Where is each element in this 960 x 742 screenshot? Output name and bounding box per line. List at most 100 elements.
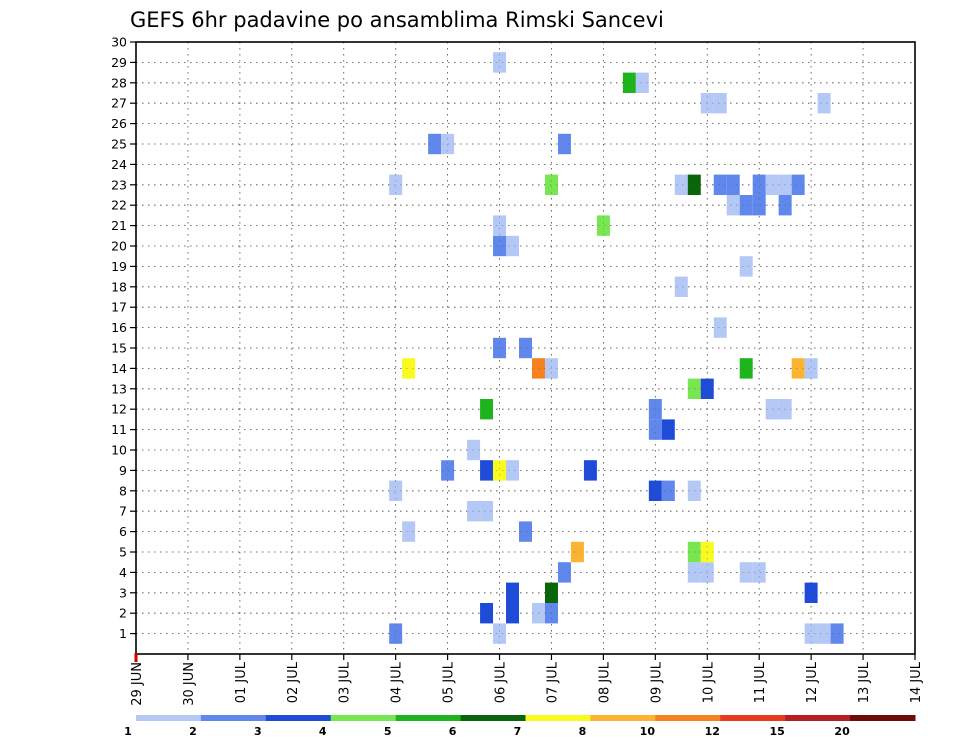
y-tick-label: 27 — [111, 96, 127, 111]
precip-cell — [402, 521, 416, 542]
precip-cell — [687, 541, 701, 563]
precip-cell — [739, 195, 753, 216]
precip-cell — [687, 562, 701, 583]
colorbar-label: 12 — [705, 725, 720, 738]
precip-cell — [480, 460, 494, 481]
x-tick-label: 06 JUL — [494, 661, 509, 703]
y-tick-label: 30 — [111, 35, 127, 50]
y-tick-label: 6 — [119, 524, 127, 539]
precip-cell — [480, 603, 494, 624]
colorbar-segment — [136, 715, 202, 721]
x-tick-label: 01 JUL — [234, 661, 249, 703]
precip-cell — [700, 378, 714, 399]
precip-cell — [648, 399, 662, 420]
colorbar-label: 15 — [770, 725, 785, 738]
y-tick-label: 5 — [119, 545, 127, 560]
y-tick-label: 14 — [111, 361, 127, 376]
precip-cell — [661, 419, 675, 440]
y-tick-label: 20 — [111, 239, 127, 254]
precip-cell — [752, 174, 766, 195]
colorbar-label: 7 — [514, 725, 522, 738]
precip-cell — [687, 378, 701, 399]
colorbar-segment — [850, 715, 916, 721]
precip-cell — [544, 174, 558, 195]
colorbar-label: 8 — [579, 725, 587, 738]
y-tick-label: 21 — [111, 218, 127, 233]
precip-cell — [402, 358, 416, 379]
colorbar-label: 10 — [640, 725, 656, 738]
precip-cell — [739, 562, 753, 583]
precip-cell — [817, 623, 831, 644]
precip-cell — [778, 174, 792, 195]
x-tick-label: 08 JUL — [597, 661, 612, 703]
precip-cell — [544, 358, 558, 379]
y-tick-label: 29 — [111, 55, 127, 70]
colorbar-segment — [265, 715, 332, 721]
y-tick-label: 23 — [111, 177, 127, 192]
precip-cell — [531, 358, 545, 379]
colorbar-segment — [395, 715, 462, 721]
precip-cell — [726, 174, 740, 195]
precip-cell — [480, 501, 494, 522]
precip-cell — [817, 93, 831, 114]
x-tick-label: 03 JUL — [338, 661, 353, 703]
y-tick-label: 16 — [111, 320, 127, 335]
precip-cell — [428, 133, 442, 155]
colorbar-label: 4 — [319, 725, 327, 738]
precip-cell — [765, 399, 779, 420]
y-axis: 1234567891011121314151617181920212223242… — [111, 35, 136, 641]
precip-cell — [493, 337, 507, 359]
precip-cell — [739, 256, 753, 277]
y-tick-label: 1 — [119, 626, 127, 641]
colorbar-segment — [330, 715, 397, 721]
y-tick-label: 4 — [119, 565, 127, 580]
colorbar-label: 20 — [834, 725, 850, 738]
precip-cell — [493, 235, 507, 257]
precip-cell — [622, 72, 636, 93]
precip-cell — [557, 133, 571, 155]
x-tick-label: 30 JUN — [182, 662, 197, 706]
precip-cell — [752, 195, 766, 216]
y-tick-label: 3 — [119, 585, 127, 600]
precip-cell — [778, 195, 792, 216]
colorbar-segment — [525, 715, 591, 721]
precip-cell — [544, 603, 558, 624]
precip-cell — [648, 419, 662, 440]
precip-cell — [480, 399, 494, 420]
y-tick-label: 11 — [111, 422, 127, 437]
precip-cell — [791, 358, 805, 379]
precip-cell — [778, 399, 792, 420]
precip-cell — [583, 460, 597, 481]
y-tick-label: 7 — [119, 504, 127, 519]
precip-cell — [830, 623, 844, 644]
y-tick-label: 13 — [111, 381, 127, 396]
y-tick-label: 25 — [111, 137, 127, 152]
precip-cell — [804, 582, 818, 603]
y-tick-label: 17 — [111, 300, 127, 315]
precip-cell — [467, 439, 481, 461]
precip-cell — [506, 582, 519, 603]
precip-cell — [739, 358, 753, 379]
precip-cell — [700, 541, 714, 563]
y-tick-label: 26 — [111, 116, 127, 131]
x-tick-label: 29 JUN — [130, 662, 145, 706]
x-tick-label: 11 JUL — [753, 661, 768, 703]
precip-cell — [389, 174, 403, 195]
precip-cell — [493, 623, 507, 644]
x-tick-label: 04 JUL — [390, 661, 405, 703]
precip-cell — [674, 276, 688, 297]
colorbar-segment — [655, 715, 721, 721]
precip-cell — [804, 623, 818, 644]
precip-cell — [687, 174, 701, 195]
y-tick-label: 9 — [119, 463, 127, 478]
chart-title: GEFS 6hr padavine po ansamblima Rimski S… — [130, 8, 664, 32]
precip-cell — [519, 337, 532, 359]
precip-cell — [441, 460, 455, 481]
x-tick-label: 10 JUL — [701, 661, 716, 703]
precip-cell — [506, 235, 519, 257]
y-tick-label: 15 — [111, 341, 127, 356]
precip-cells — [389, 52, 844, 644]
colorbar-segment — [460, 715, 526, 721]
precip-cell — [765, 174, 779, 195]
precip-cell — [493, 52, 507, 73]
